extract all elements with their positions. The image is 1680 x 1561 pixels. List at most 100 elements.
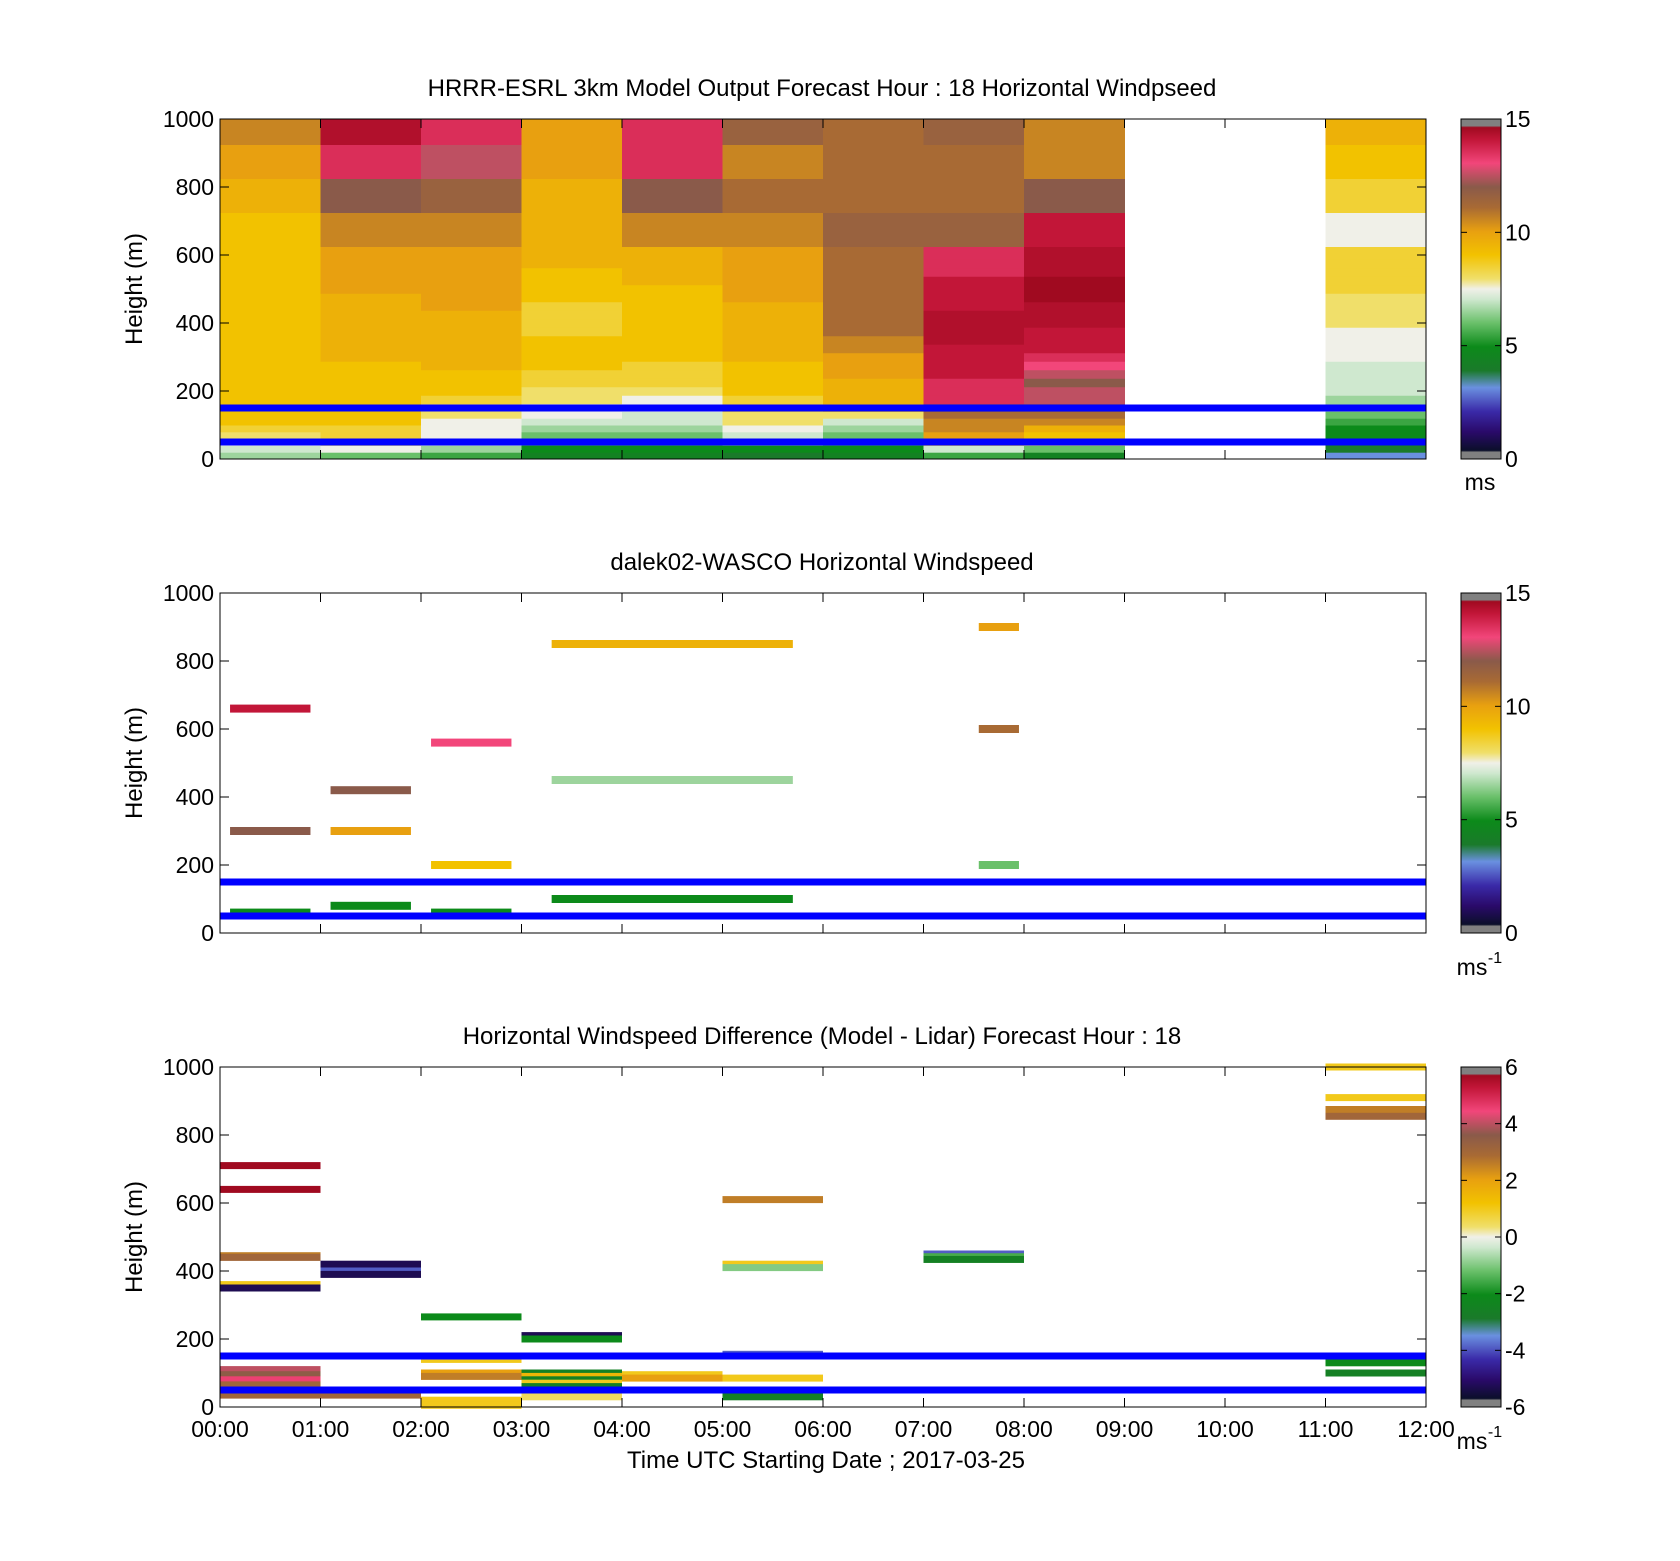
model-cell <box>622 431 723 440</box>
model-cell <box>421 229 522 247</box>
model-cell <box>1325 431 1427 440</box>
model-cell <box>320 119 422 128</box>
lidar-bar <box>431 738 512 747</box>
model-cell <box>521 395 623 405</box>
model-cell <box>521 361 623 371</box>
model-cell <box>220 327 321 337</box>
panel-difference-title: Horizontal Windspeed Difference (Model -… <box>463 1023 1182 1050</box>
lidar-bar <box>230 827 311 835</box>
model-cell <box>1325 178 1427 196</box>
model-cell <box>923 284 1025 294</box>
model-cell <box>220 335 321 345</box>
y-tick-label: 0 <box>201 1394 214 1420</box>
model-cell <box>823 344 924 354</box>
model-cell <box>1024 267 1125 277</box>
model-cell <box>722 445 824 453</box>
model-cell <box>722 127 824 145</box>
panel-model-colorbar <box>1460 118 1502 460</box>
model-cell <box>220 229 321 247</box>
model-cell <box>823 425 924 433</box>
model-cell <box>320 246 422 260</box>
model-cell <box>320 445 422 453</box>
model-cell <box>521 411 623 419</box>
difference-bar <box>220 1391 321 1399</box>
model-cell <box>1024 344 1125 354</box>
model-cell <box>722 344 824 354</box>
colorbar-tick-label: 2 <box>1505 1167 1518 1193</box>
model-cell <box>521 267 623 277</box>
panel-lidar-x-ticks <box>219 593 1427 933</box>
model-cell <box>923 178 1025 196</box>
model-cell <box>320 386 422 396</box>
model-cell <box>421 418 522 426</box>
model-cell <box>622 327 723 337</box>
model-cell <box>622 301 723 311</box>
model-cell <box>923 431 1025 440</box>
model-cell <box>220 144 321 162</box>
x-tick-label: 10:00 <box>1196 1416 1254 1442</box>
colorbar-tick-label: 0 <box>1505 920 1518 946</box>
panel-difference-y-ticks: 0 200 400 600 800 1000 <box>163 1054 1426 1420</box>
difference-bar <box>722 1374 823 1382</box>
lidar-bar <box>978 725 1019 733</box>
model-cell <box>1024 378 1125 388</box>
model-cell <box>622 293 723 303</box>
model-cell <box>521 344 623 354</box>
model-cell <box>521 119 623 128</box>
model-cell <box>923 127 1025 145</box>
model-cell <box>622 425 723 433</box>
difference-bar <box>220 1185 321 1193</box>
model-cell <box>1024 276 1125 286</box>
model-cell <box>722 301 824 311</box>
model-cell <box>421 344 522 354</box>
difference-bar <box>722 1196 823 1204</box>
model-cell <box>1024 127 1125 145</box>
model-cell <box>421 276 522 286</box>
difference-bar <box>1325 1106 1426 1113</box>
model-cell <box>421 161 522 179</box>
model-cell <box>421 212 522 230</box>
model-cell <box>421 378 522 388</box>
model-cell <box>1024 246 1125 260</box>
model-cell <box>220 127 321 145</box>
panel-lidar-y-ticks: 0 200 400 600 800 1000 <box>163 580 1426 946</box>
model-cell <box>1024 310 1125 320</box>
model-cell <box>722 259 824 269</box>
y-tick-label: 200 <box>176 852 214 878</box>
model-cell <box>1024 229 1125 247</box>
model-cell <box>1325 293 1427 303</box>
colorbar-tick-label: 5 <box>1505 333 1518 359</box>
model-cell <box>220 293 321 303</box>
model-cell <box>923 411 1025 419</box>
model-cell <box>722 161 824 179</box>
model-cell <box>421 144 522 162</box>
model-cell <box>220 395 321 405</box>
model-cell <box>923 418 1025 426</box>
lidar-bar <box>330 827 411 835</box>
model-cell <box>923 344 1025 354</box>
model-cell <box>823 418 924 426</box>
difference-bar <box>1325 1359 1426 1367</box>
model-cell <box>1325 276 1427 286</box>
y-tick-label: 200 <box>176 1326 214 1352</box>
model-cell <box>722 318 824 328</box>
panel-lidar-colorbar-unit: ms <box>1457 954 1488 980</box>
model-cell <box>220 284 321 294</box>
model-cell <box>722 361 824 371</box>
model-cell <box>622 369 723 379</box>
model-cell <box>923 386 1025 396</box>
model-cell <box>823 310 924 320</box>
model-cell <box>421 361 522 371</box>
model-cell <box>722 327 824 337</box>
model-cell <box>220 301 321 311</box>
model-cell <box>923 267 1025 277</box>
model-cell <box>622 195 723 213</box>
model-cell <box>1325 267 1427 277</box>
model-cell <box>1325 452 1427 460</box>
model-cell <box>1325 361 1427 371</box>
model-cell <box>622 119 723 128</box>
panel-model-x-ticks <box>219 119 1427 459</box>
difference-bar <box>320 1270 421 1278</box>
model-cell <box>1024 144 1125 162</box>
model-cell <box>421 452 522 460</box>
